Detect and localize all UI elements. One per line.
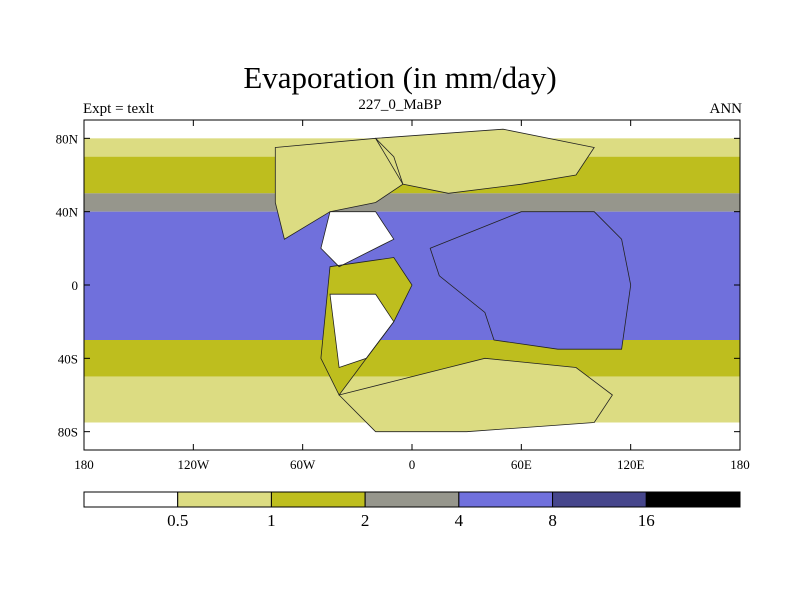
- period-label: 227_0_MaBP: [358, 97, 442, 113]
- colorbar-box-6: [645, 491, 741, 508]
- y-tick-label-4: 80S: [58, 425, 78, 440]
- season-label: ANN: [709, 101, 743, 117]
- southern-land-coastline: [338, 357, 613, 433]
- x-tick-label-3: 0: [409, 457, 416, 472]
- northern-land: [375, 129, 595, 194]
- northern-land-coastline: [374, 128, 595, 194]
- x-tick-label-2: 60W: [290, 457, 316, 472]
- western-continent-north: [275, 138, 403, 240]
- y-tick-label-2: 0: [72, 278, 79, 293]
- colorbar-label-5: 16: [638, 511, 655, 530]
- y-tick-label-3: 40S: [58, 351, 78, 366]
- western-continent-north-coastline: [274, 137, 404, 240]
- colorbar-box-1: [177, 491, 272, 508]
- y-tick-label-0: 80N: [56, 131, 79, 146]
- western-desert-south-coastline: [329, 293, 395, 369]
- colorbar-label-3: 4: [455, 511, 464, 530]
- zonal-band-4: [84, 211, 740, 340]
- zonal-band-0: [84, 120, 740, 139]
- interior-ocean-coastline: [429, 211, 632, 350]
- experiment-label: Expt = texlt: [83, 101, 154, 117]
- colorbar-box-2: [270, 491, 366, 508]
- x-tick-label-0: 180: [74, 457, 94, 472]
- western-desert-north: [320, 211, 394, 267]
- western-desert-north-coastline: [320, 211, 395, 268]
- colorbar-box-3: [364, 491, 460, 508]
- colorbar-box-0: [83, 491, 179, 508]
- western-desert-south: [330, 294, 394, 368]
- interior-ocean: [430, 211, 631, 350]
- colorbar-box-5: [552, 491, 647, 508]
- x-tick-label-6: 180: [730, 457, 750, 472]
- colorbar-box-4: [458, 491, 554, 508]
- zonal-band-5: [84, 340, 740, 377]
- x-tick-label-1: 120W: [177, 457, 210, 472]
- colorbar-label-1: 1: [267, 511, 276, 530]
- y-tick-label-1: 40N: [56, 205, 79, 220]
- chart-title: Evaporation (in mm/day): [243, 60, 557, 95]
- colorbar-label-0: 0.5: [167, 511, 188, 530]
- colorbar-label-2: 2: [361, 511, 370, 530]
- colorbar-label-4: 8: [548, 511, 557, 530]
- southern-land: [339, 358, 613, 432]
- x-tick-label-5: 120E: [617, 457, 645, 472]
- x-tick-label-4: 60E: [511, 457, 532, 472]
- zonal-band-3: [84, 193, 740, 212]
